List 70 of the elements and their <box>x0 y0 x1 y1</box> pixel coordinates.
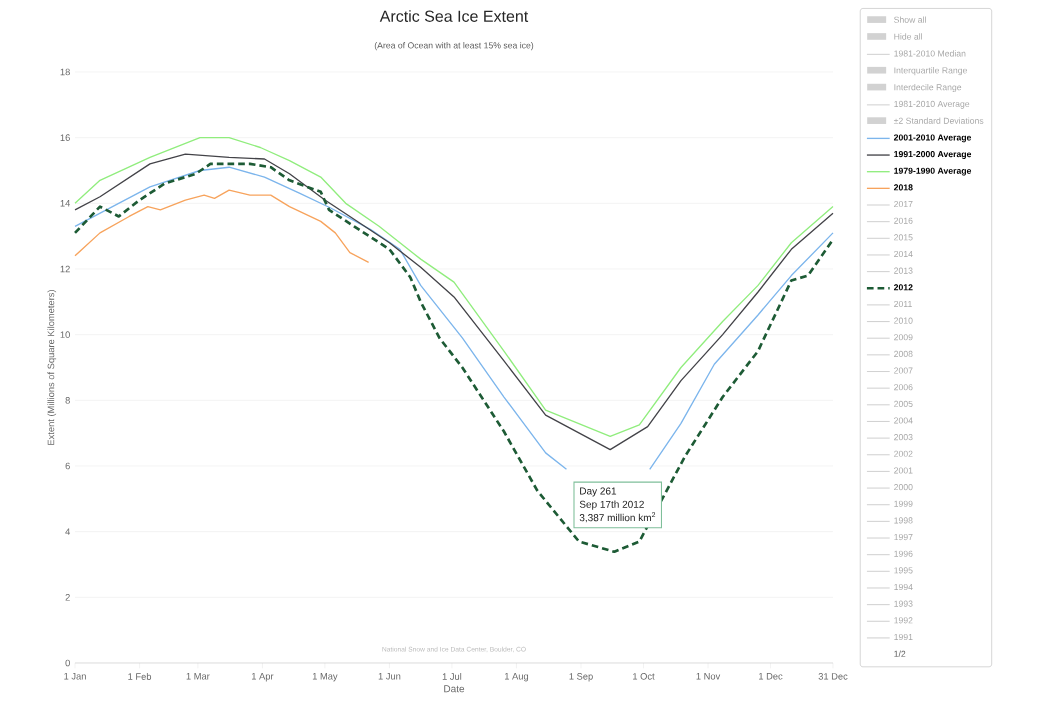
text: 2007 <box>894 367 913 374</box>
y-tick-label: 14 <box>60 200 71 207</box>
x-tick-label: 1 Dec <box>759 673 783 680</box>
x-tick-label: 1 Oct <box>633 673 655 680</box>
x-tick-label: 1 Nov <box>696 673 721 680</box>
x-tick-label: 1 Feb <box>128 673 152 680</box>
text: 1997 <box>894 534 913 541</box>
text: Interquartile Range <box>894 67 967 76</box>
text: 2016 <box>894 217 913 224</box>
x-tick-label: 1 Jan <box>64 673 86 680</box>
y-tick-label: 16 <box>60 134 70 141</box>
text: 1/2 <box>894 650 906 657</box>
text: 1996 <box>894 550 913 557</box>
legend-label: 2012 <box>893 284 913 291</box>
text: 2003 <box>894 434 913 441</box>
legend-label: 1991-2000 Average <box>894 151 972 159</box>
text: 2005 <box>894 400 913 407</box>
y-axis-title: Extent (Millions of Square Kilometers) <box>47 290 57 445</box>
y-tick-label: 12 <box>60 265 70 273</box>
text: 1994 <box>894 583 913 591</box>
text: 1998 <box>894 517 913 524</box>
legend-label: 2018 <box>893 184 913 191</box>
text: 2011 <box>894 300 912 308</box>
x-tick-label: 31 Dec <box>818 673 848 680</box>
text: 2010 <box>894 317 913 324</box>
y-tick-label: 10 <box>60 331 70 338</box>
x-tick-label: 1 Aug <box>504 673 529 682</box>
text: 2009 <box>894 334 913 341</box>
text: 1992 <box>894 617 913 624</box>
x-tick-label: 1 May <box>312 673 338 682</box>
annotation: 3,387 million km$^{2}$ <box>579 512 656 523</box>
y-tick-label: 6 <box>65 462 70 470</box>
y-tick-label: 2 <box>65 594 70 601</box>
x-tick-label: 1 Jun <box>378 673 401 680</box>
text: Interdecile Range <box>894 83 962 93</box>
text: ±2 Standard Deviations <box>893 117 984 124</box>
text: 1991 <box>894 633 913 641</box>
text: 1981-2010 Median <box>894 50 966 57</box>
text: 2008 <box>894 350 913 357</box>
x-tick-label: 1 Mar <box>186 673 210 680</box>
line-series <box>74 189 370 264</box>
x-tick-label: 1 Jul <box>442 673 462 680</box>
text: 1981-2010 Average <box>894 100 970 109</box>
y-tick-label: 4 <box>65 528 71 535</box>
y-tick-label: 8 <box>65 397 70 404</box>
text: 2017 <box>894 200 913 208</box>
legend-label: 2001-2010 Average <box>893 134 972 143</box>
text: 1999 <box>894 500 913 507</box>
y-tick-label: 0 <box>65 659 70 667</box>
text: 2002 <box>894 450 913 457</box>
text: 2006 <box>894 384 913 391</box>
chart-subtitle: (Area of Ocean with at least 15% sea ice) <box>374 42 534 51</box>
chart-title: Arctic Sea Ice Extent <box>379 10 529 22</box>
text: Hide all <box>894 33 922 40</box>
annotation: Day 261 <box>580 487 617 497</box>
text: 2015 <box>894 234 913 241</box>
x-axis-title: Date <box>444 685 465 693</box>
text: Show all <box>894 16 926 23</box>
x-tick-label: 1 Sep <box>569 673 593 682</box>
text: 2013 <box>894 267 913 274</box>
y-tick-label: 18 <box>60 68 70 76</box>
legend-label: 1979-1990 Average <box>894 167 972 176</box>
text: 1995 <box>894 567 913 574</box>
text: 2014 <box>894 250 913 258</box>
text: 2000 <box>894 484 913 491</box>
text: 1993 <box>894 600 913 607</box>
annotation: Sep 17th 2012 <box>579 500 644 510</box>
x-tick-label: 1 Apr <box>251 673 274 682</box>
text: 2004 <box>894 417 913 424</box>
text: 2001 <box>894 467 913 474</box>
